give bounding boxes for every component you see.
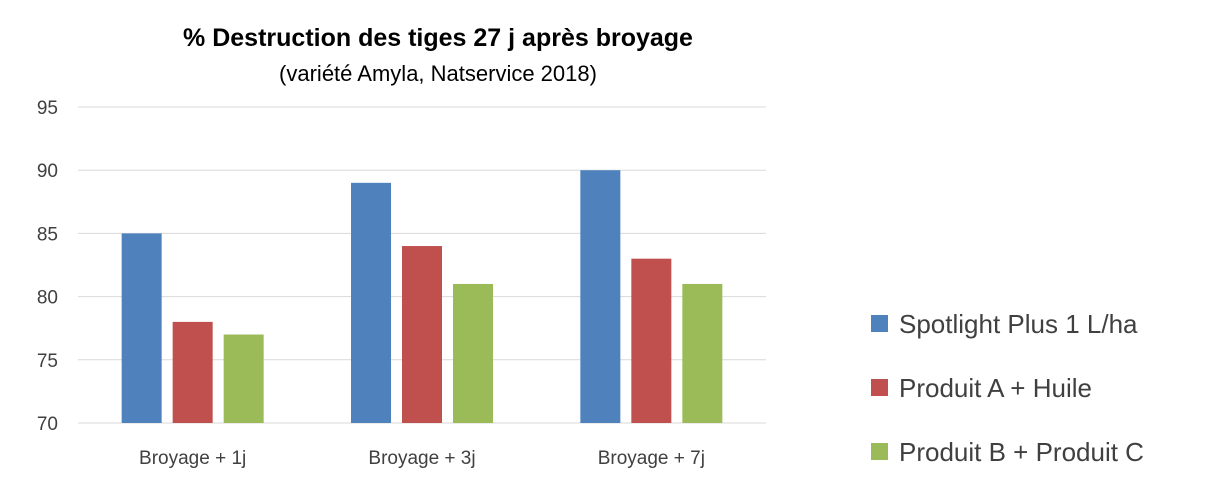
bar-3-3 — [682, 283, 723, 423]
y-tick-label: 95 — [37, 98, 58, 119]
y-tick-label: 80 — [37, 288, 58, 309]
bar-2-2 — [402, 246, 442, 423]
y-tick-label: 75 — [37, 351, 58, 372]
x-tick-label: Broyage + 7j — [598, 448, 705, 469]
bar-3-1 — [223, 334, 264, 423]
bar-1-1 — [121, 233, 162, 423]
legend-swatch — [871, 315, 888, 332]
bar-1-2 — [351, 182, 391, 423]
x-tick-label: Broyage + 3j — [368, 448, 475, 469]
x-tick-label: Broyage + 1j — [139, 448, 246, 469]
chart-title: % Destruction des tiges 27 j après broya… — [183, 24, 693, 52]
legend-label: Produit B + Produit C — [899, 437, 1144, 467]
bar-2-1 — [172, 321, 213, 423]
bar-2-3 — [631, 258, 672, 423]
legend: Spotlight Plus 1 L/ha Produit A + Huile Pr… — [871, 309, 1144, 467]
y-tick-label: 85 — [37, 224, 58, 245]
bar-1-3 — [580, 170, 621, 423]
bar-3-2 — [453, 283, 493, 423]
y-axis-ticks: 70 75 80 85 90 95 — [37, 98, 58, 435]
bars — [121, 170, 723, 423]
y-tick-label: 90 — [37, 161, 58, 182]
legend-swatch — [871, 443, 888, 460]
legend-label: Produit A + Huile — [899, 373, 1092, 403]
chart-subtitle: (variété Amyla, Natservice 2018) — [279, 61, 597, 86]
legend-label: Spotlight Plus 1 L/ha — [899, 309, 1138, 339]
x-axis-ticks: Broyage + 1j Broyage + 3j Broyage + 7j — [139, 448, 705, 469]
legend-swatch — [871, 379, 888, 396]
y-tick-label: 70 — [37, 414, 58, 435]
